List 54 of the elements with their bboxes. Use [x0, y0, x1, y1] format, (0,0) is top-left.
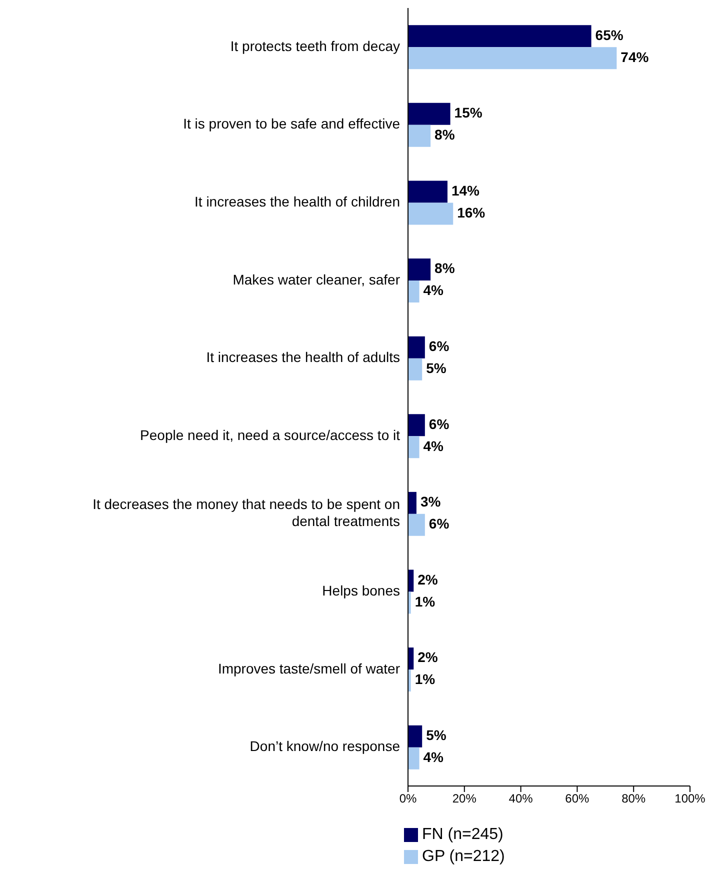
- y-tick-label: It decreases the money that needs to be spent on dental treatments: [92, 496, 400, 529]
- bar: [408, 514, 425, 536]
- data-label: 74%: [620, 48, 650, 65]
- x-tick-label: 60%: [565, 792, 590, 806]
- data-label: 4%: [423, 749, 444, 766]
- data-label: 1%: [414, 671, 436, 688]
- legend-label: GP (n=212): [422, 847, 505, 867]
- y-tick-label: It is proven to be safe and effective: [183, 115, 400, 132]
- x-tick-label: 80%: [622, 792, 646, 806]
- data-label: 2%: [418, 649, 438, 666]
- data-label: 8%: [434, 260, 456, 276]
- bar: [408, 747, 420, 770]
- y-tick-label: Improves taste/smell of water: [218, 660, 400, 676]
- data-label: 4%: [423, 438, 444, 454]
- data-label: 8%: [434, 126, 456, 143]
- bar: [408, 358, 422, 380]
- bar: [408, 492, 416, 514]
- bar: [408, 47, 617, 70]
- data-label: 3%: [420, 494, 442, 510]
- y-tick-label: Don’t know/no response: [250, 738, 400, 754]
- data-label: 6%: [428, 516, 450, 532]
- bar: [408, 202, 454, 225]
- data-label: 1%: [414, 593, 436, 610]
- data-label: 5%: [426, 360, 447, 376]
- data-label: 2%: [418, 571, 438, 588]
- data-label: 6%: [428, 338, 450, 354]
- bar: [408, 102, 450, 125]
- data-label: 6%: [428, 416, 450, 432]
- y-tick-label: It protects teeth from decay: [230, 38, 400, 54]
- y-tick-label: Makes water cleaner, safer: [232, 271, 400, 288]
- y-tick-label: Helps bones: [322, 582, 400, 598]
- data-label: 15%: [454, 104, 483, 121]
- x-tick-label: 40%: [508, 792, 534, 806]
- y-tick-label: It increases the health of children: [194, 193, 400, 210]
- bar: [408, 280, 420, 303]
- data-label: 14%: [451, 182, 480, 198]
- x-tick-label: 0%: [399, 792, 417, 806]
- data-label: 5%: [426, 727, 447, 744]
- bar: [408, 436, 420, 458]
- legend-label: FN (n=245): [422, 825, 504, 845]
- x-tick-label: 100%: [674, 792, 706, 806]
- data-label: 4%: [423, 282, 444, 298]
- bar: [408, 258, 431, 281]
- bar: [408, 336, 425, 358]
- bar: [408, 25, 592, 48]
- x-tick-label: 20%: [452, 792, 477, 806]
- data-label: 16%: [457, 204, 486, 220]
- bar: [408, 180, 448, 203]
- y-tick-label: People need it, need a source/access to it: [140, 426, 400, 443]
- y-tick-label: It increases the health of adults: [206, 348, 400, 365]
- data-label: 65%: [595, 26, 624, 43]
- bar: [408, 414, 425, 436]
- bar: [408, 124, 431, 147]
- bar: [408, 725, 422, 748]
